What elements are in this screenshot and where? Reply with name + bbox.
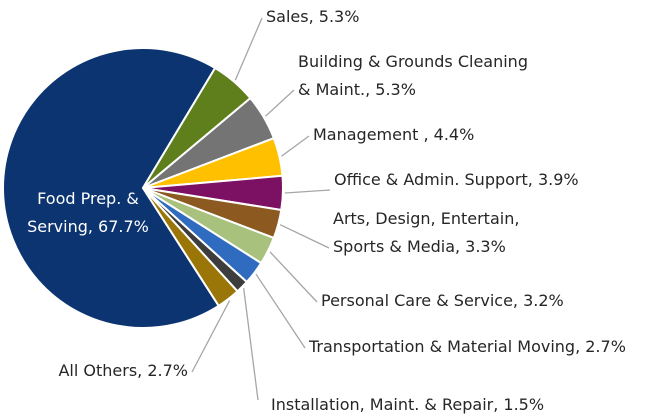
leader-line — [279, 224, 330, 249]
pie-slice — [2, 47, 221, 329]
pie-slice — [142, 187, 239, 308]
slice-label: Serving, 67.7% — [27, 217, 149, 236]
leader-line — [234, 17, 263, 81]
slice-label: Personal Care & Service, 3.2% — [321, 291, 564, 310]
leader-line — [243, 288, 259, 401]
leader-line — [191, 300, 231, 373]
slice-label: Transportation & Material Moving, 2.7% — [308, 337, 626, 356]
slice-label: Management , 4.4% — [313, 125, 474, 144]
slice-label: Sports & Media, 3.3% — [333, 237, 506, 256]
leader-line — [281, 135, 310, 157]
leader-line — [284, 189, 331, 194]
slice-label: Installation, Maint. & Repair, 1.5% — [271, 395, 544, 414]
slice-label: All Others, 2.7% — [58, 361, 188, 380]
slice-label: Arts, Design, Entertain, — [333, 209, 519, 228]
slice-label: Building & Grounds Cleaning — [298, 52, 528, 71]
leader-line — [265, 89, 295, 117]
leader-line — [255, 273, 306, 349]
leader-line — [269, 251, 318, 303]
slice-label: Sales, 5.3% — [266, 7, 359, 26]
slice-label: & Maint., 5.3% — [298, 80, 416, 99]
slice-label: Office & Admin. Support, 3.9% — [334, 170, 579, 189]
slice-label: Food Prep. & — [37, 189, 139, 208]
